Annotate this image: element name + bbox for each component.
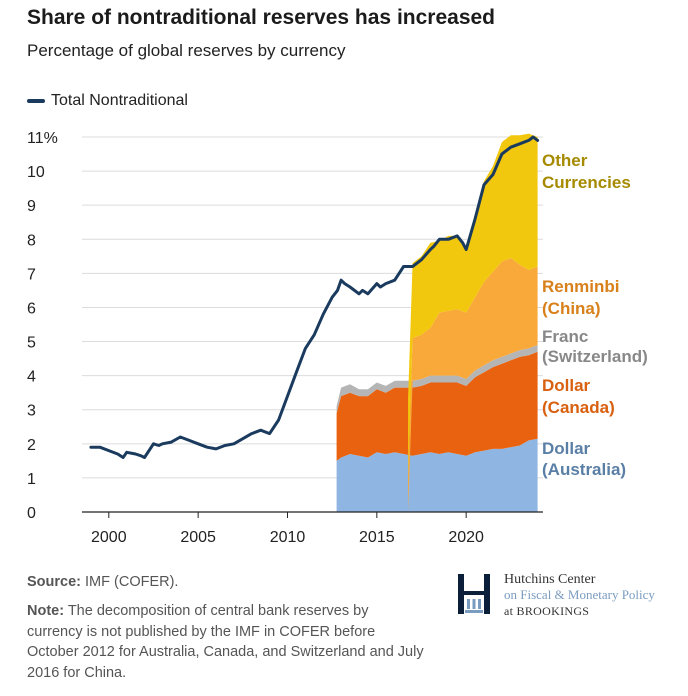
x-tick-label-2005: 2005: [180, 529, 216, 546]
logo-text: Hutchins Center on Fiscal & Monetary Pol…: [504, 572, 655, 619]
source-text: IMF (COFER).: [81, 574, 179, 590]
series-label-dollar-canada-line-2: (Canada): [542, 398, 615, 417]
series-label-dollar-australia-line-1: Dollar: [542, 439, 591, 458]
y-tick-label-2: 2: [27, 437, 36, 454]
logo-line-2: on Fiscal & Monetary Policy: [504, 587, 655, 602]
series-label-renminbi-china-line-1: Renminbi: [542, 277, 619, 296]
legend: Total Nontraditional: [27, 92, 188, 110]
legend-label-total: Total Nontraditional: [51, 92, 188, 109]
x-tick-label-2010: 2010: [270, 529, 306, 546]
y-tick-label-8: 8: [27, 232, 36, 249]
chart-subtitle: Percentage of global reserves by currenc…: [27, 41, 346, 60]
note-paragraph: Note: The decomposition of central bank …: [27, 601, 427, 683]
y-tick-label-7: 7: [27, 266, 36, 283]
area-dollar-australia: [336, 438, 538, 512]
y-tick-label-11: 11%: [27, 130, 58, 147]
chart-svg: 0 1 2 3 4 5 6 7 8 9 10 11% 2000 2005 2010 2015 2020 Other…: [27, 130, 648, 546]
x-tick-label-2020: 2020: [448, 529, 484, 546]
area-other-currencies: [408, 133, 538, 475]
area-franc-switzerland: [336, 345, 538, 414]
logo-line-3: at BROOKINGS: [504, 604, 590, 618]
source-line: Source: IMF (COFER).: [27, 574, 178, 590]
y-tick-label-3: 3: [27, 403, 36, 420]
y-tick-label-1: 1: [27, 471, 36, 488]
x-tick-label-2015: 2015: [359, 529, 395, 546]
series-label-other-currencies-line-1: Other: [542, 151, 588, 170]
line-total-nontraditional: [89, 135, 540, 459]
series-label-dollar-canada-line-1: Dollar: [542, 376, 591, 395]
series-label-renminbi-china-line-2: (China): [542, 299, 601, 318]
note-text: The decomposition of central bank reserv…: [27, 603, 424, 681]
series-label-franc-switzerland-line-2: (Switzerland): [542, 347, 648, 366]
y-tick-label-5: 5: [27, 335, 36, 352]
series-label-franc-switzerland-line-1: Franc: [542, 327, 588, 346]
area-renminbi-china: [408, 258, 538, 512]
note-label: Note:: [27, 603, 65, 619]
y-tick-label-6: 6: [27, 300, 36, 317]
y-tick-label-9: 9: [27, 198, 36, 215]
y-tick-label-4: 4: [27, 369, 36, 386]
series-label-other-currencies-line-2: Currencies: [542, 173, 631, 192]
x-tick-label-2000: 2000: [91, 529, 127, 546]
logo-line-1: Hutchins Center: [504, 572, 596, 587]
chart-title: Share of nontraditional reserves has inc…: [27, 6, 496, 29]
series-label-dollar-australia-line-2: (Australia): [542, 460, 626, 479]
hutchins-logo-icon: [458, 574, 490, 614]
brookings-logo: Hutchins Center on Fiscal & Monetary Pol…: [456, 572, 688, 622]
y-tick-label-0: 0: [27, 505, 36, 522]
area-dollar-canada: [336, 351, 538, 461]
y-tick-label-10: 10: [27, 164, 45, 181]
legend-line-swatch: [27, 99, 45, 103]
source-label: Source:: [27, 574, 81, 590]
